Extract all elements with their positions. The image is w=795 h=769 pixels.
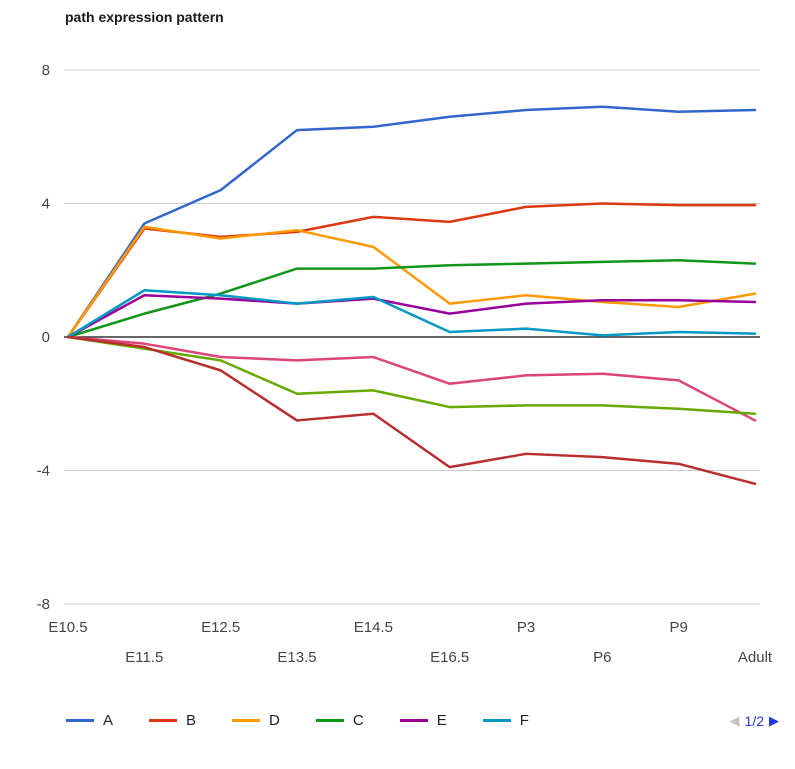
legend-item-E: E <box>399 712 447 729</box>
legend-label-B: B <box>186 712 197 729</box>
x-axis-tick-label: P9 <box>669 619 687 636</box>
legend-line-swatch-B <box>149 719 178 722</box>
legend-line-swatch-D <box>232 719 261 722</box>
legend-item-A: A <box>66 712 113 729</box>
legend-line-swatch-A <box>66 719 94 722</box>
legend-page-indicator: 1/2 <box>744 712 764 729</box>
series-line-C[interactable] <box>66 258 757 339</box>
x-axis-tick-label: E16.5 <box>430 649 469 666</box>
series-line-7[interactable] <box>66 335 757 422</box>
y-axis-tick-label: 4 <box>42 196 50 213</box>
x-axis-tick-label: P6 <box>593 649 611 666</box>
x-axis-tick-label: E12.5 <box>201 619 240 636</box>
x-axis-tick-label: E11.5 <box>125 649 163 666</box>
legend-label-C: C <box>352 712 364 729</box>
series-line-A[interactable] <box>66 105 757 339</box>
y-axis-tick-label: -4 <box>37 463 50 480</box>
legend-next-page-icon[interactable]: ▶ <box>769 713 779 728</box>
y-axis-tick-label: 0 <box>42 329 50 346</box>
series-line-8[interactable] <box>66 335 757 416</box>
chart-title: path expression pattern <box>65 9 224 25</box>
series-line-F[interactable] <box>66 289 757 339</box>
legend-label-F: F <box>519 712 529 729</box>
chart-legend: A B D C E F ◀ 1/2 ▶ <box>0 712 795 729</box>
legend-line-swatch-E <box>399 719 428 722</box>
legend-prev-page-icon[interactable]: ◀ <box>729 713 740 728</box>
series-line-9[interactable] <box>66 335 757 486</box>
x-axis-tick-label: E14.5 <box>354 619 393 636</box>
x-axis-tick-label: P3 <box>517 619 535 636</box>
y-axis-tick-label: 8 <box>42 62 50 79</box>
series-line-E[interactable] <box>66 294 757 339</box>
x-axis-tick-label: Adult <box>738 649 773 666</box>
legend-item-B: B <box>149 712 196 729</box>
legend-pager: ◀ 1/2 ▶ <box>730 713 779 729</box>
series-line-B[interactable] <box>66 202 757 339</box>
legend-item-F: F <box>482 712 529 729</box>
legend-item-D: D <box>232 712 280 729</box>
legend-label-E: E <box>436 712 447 729</box>
line-chart-plot: 8 4 0 -4 -8 E10.5 E11.5 E12.5 E13.5 E14.5 E16.5 P3 P… <box>37 62 773 666</box>
legend-line-swatch-F <box>482 719 511 722</box>
legend-item-C: C <box>315 712 364 729</box>
series-line-D[interactable] <box>66 225 757 339</box>
legend-line-swatch-C <box>315 719 344 722</box>
x-axis-tick-label: E13.5 <box>277 649 316 666</box>
legend-label-D: D <box>269 712 280 729</box>
y-axis-tick-label: -8 <box>37 596 50 613</box>
legend-label-A: A <box>103 712 114 729</box>
x-axis-tick-label: E10.5 <box>48 619 87 636</box>
